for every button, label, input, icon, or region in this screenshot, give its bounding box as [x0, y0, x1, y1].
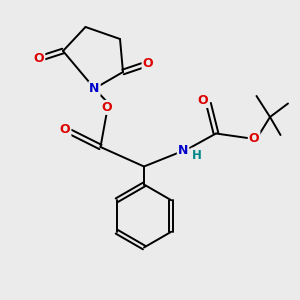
- Text: N: N: [89, 82, 100, 95]
- Text: O: O: [249, 131, 260, 145]
- Text: O: O: [102, 101, 112, 114]
- Text: O: O: [60, 123, 70, 136]
- Text: H: H: [192, 148, 201, 162]
- Text: O: O: [198, 94, 208, 107]
- Text: O: O: [142, 57, 153, 70]
- Text: N: N: [178, 143, 188, 157]
- Text: O: O: [34, 52, 44, 65]
